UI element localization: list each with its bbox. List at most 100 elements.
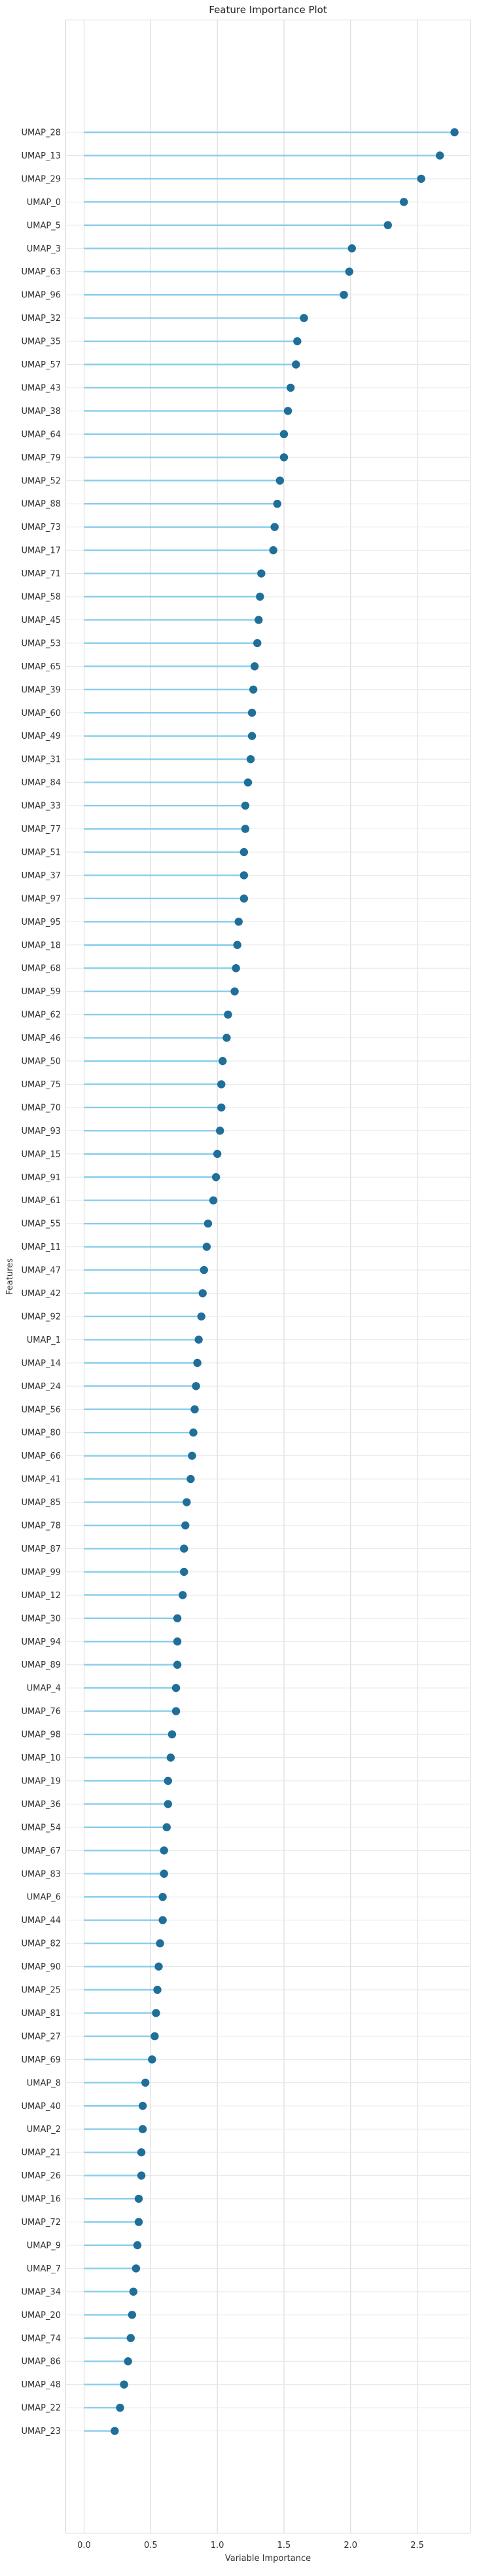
- y-tick-label: UMAP_0: [27, 198, 61, 208]
- y-tick-label: UMAP_71: [21, 569, 61, 579]
- marker: [194, 1335, 203, 1344]
- y-tick-label: UMAP_14: [21, 1358, 61, 1368]
- marker: [197, 1312, 205, 1321]
- marker: [198, 1289, 207, 1297]
- marker: [162, 1823, 171, 1832]
- y-tick-label: UMAP_38: [21, 407, 61, 417]
- y-tick-label: UMAP_57: [21, 360, 61, 370]
- stems: [84, 131, 455, 2432]
- marker: [209, 1196, 218, 1204]
- marker: [152, 2009, 160, 2017]
- y-tick-label: UMAP_19: [21, 1776, 61, 1786]
- marker: [204, 1219, 213, 1228]
- y-tick-label: UMAP_20: [21, 2311, 61, 2321]
- y-tick-label: UMAP_88: [21, 500, 61, 510]
- y-tick-label: UMAP_11: [21, 1242, 61, 1252]
- marker: [120, 2380, 128, 2389]
- marker: [300, 314, 308, 322]
- y-tick-label: UMAP_53: [21, 639, 61, 648]
- marker: [137, 2171, 146, 2180]
- y-tick-label: UMAP_64: [21, 430, 61, 439]
- y-tick-label: UMAP_27: [21, 2032, 61, 2042]
- y-tick-label: UMAP_49: [21, 732, 61, 741]
- y-tick-label: UMAP_44: [21, 1916, 61, 1926]
- marker: [116, 2403, 124, 2412]
- y-tick-label: UMAP_39: [21, 685, 61, 695]
- y-tick-label: UMAP_51: [21, 848, 61, 857]
- marker: [240, 894, 249, 903]
- y-tick-label: UMAP_48: [21, 2380, 61, 2390]
- marker: [279, 453, 289, 462]
- marker: [233, 941, 241, 949]
- marker: [293, 337, 302, 346]
- marker: [279, 430, 289, 439]
- y-tick-label: UMAP_95: [21, 918, 61, 927]
- y-tick-label: UMAP_42: [21, 1289, 61, 1299]
- marker: [158, 1893, 167, 1901]
- y-tick-labels: UMAP_28 UMAP_13 UMAP_29 UMAP_0 UMAP_5 UMAP_3 U…: [21, 128, 61, 2437]
- x-tick-labels: 0.0 0.5 1.0 1.5 2.0 2.5: [77, 2541, 424, 2550]
- y-tick-label: UMAP_59: [21, 987, 61, 997]
- y-tick-label: UMAP_8: [27, 2078, 61, 2088]
- y-tick-label: UMAP_34: [21, 2287, 61, 2297]
- marker: [224, 1010, 232, 1019]
- y-tick-label: UMAP_68: [21, 964, 61, 974]
- marker: [164, 1776, 172, 1785]
- marker: [181, 1521, 190, 1530]
- y-tick-label: UMAP_93: [21, 1127, 61, 1136]
- marker: [340, 290, 348, 299]
- marker: [286, 383, 295, 392]
- y-tick-label: UMAP_54: [21, 1823, 61, 1833]
- marker: [111, 2427, 119, 2435]
- marker: [247, 732, 257, 740]
- y-tick-label: UMAP_24: [21, 1382, 61, 1392]
- y-tick-label: UMAP_28: [21, 128, 61, 138]
- marker: [151, 2032, 159, 2041]
- y-tick-label: UMAP_67: [21, 1846, 61, 1856]
- y-tick-label: UMAP_35: [21, 337, 61, 347]
- marker: [138, 2102, 147, 2110]
- marker: [188, 1451, 196, 1460]
- marker: [138, 2125, 147, 2133]
- marker: [171, 1683, 181, 1692]
- marker: [383, 221, 392, 229]
- marker: [450, 128, 459, 137]
- y-tick-label: UMAP_65: [21, 662, 61, 672]
- marker: [283, 407, 293, 415]
- marker: [164, 1800, 172, 1808]
- marker: [241, 801, 250, 810]
- marker: [134, 2194, 143, 2203]
- marker: [273, 500, 281, 508]
- y-tick-label: UMAP_76: [21, 1707, 61, 1717]
- marker: [219, 1056, 227, 1066]
- y-tick-label: UMAP_29: [21, 174, 61, 184]
- marker: [270, 523, 279, 531]
- marker: [180, 1567, 188, 1577]
- y-tick-label: UMAP_22: [21, 2404, 61, 2414]
- y-tick-label: UMAP_84: [21, 778, 61, 788]
- y-tick-label: UMAP_12: [21, 1591, 61, 1601]
- y-tick-label: UMAP_31: [21, 755, 61, 765]
- marker: [269, 546, 277, 555]
- marker: [417, 174, 425, 183]
- y-tick-label: UMAP_30: [21, 1614, 61, 1624]
- marker: [241, 825, 250, 833]
- marker: [247, 709, 257, 717]
- y-tick-label: UMAP_99: [21, 1567, 61, 1577]
- y-tick-label: UMAP_37: [21, 871, 61, 881]
- y-tick-label: UMAP_36: [21, 1800, 61, 1810]
- marker: [154, 1962, 163, 1971]
- y-tick-label: UMAP_17: [21, 546, 61, 556]
- marker: [211, 1173, 221, 1182]
- y-tick-label: UMAP_52: [21, 476, 61, 486]
- y-tick-label: UMAP_79: [21, 453, 61, 463]
- x-axis-label: Variable Importance: [225, 2554, 311, 2564]
- y-tick-label: UMAP_2: [27, 2125, 61, 2135]
- marker: [232, 964, 240, 973]
- marker: [256, 592, 264, 601]
- y-tick-label: UMAP_69: [21, 2055, 61, 2065]
- marker: [435, 151, 444, 160]
- y-tick-label: UMAP_98: [21, 1730, 61, 1740]
- y-tick-label: UMAP_3: [27, 244, 61, 254]
- y-tick-label: UMAP_70: [21, 1103, 61, 1113]
